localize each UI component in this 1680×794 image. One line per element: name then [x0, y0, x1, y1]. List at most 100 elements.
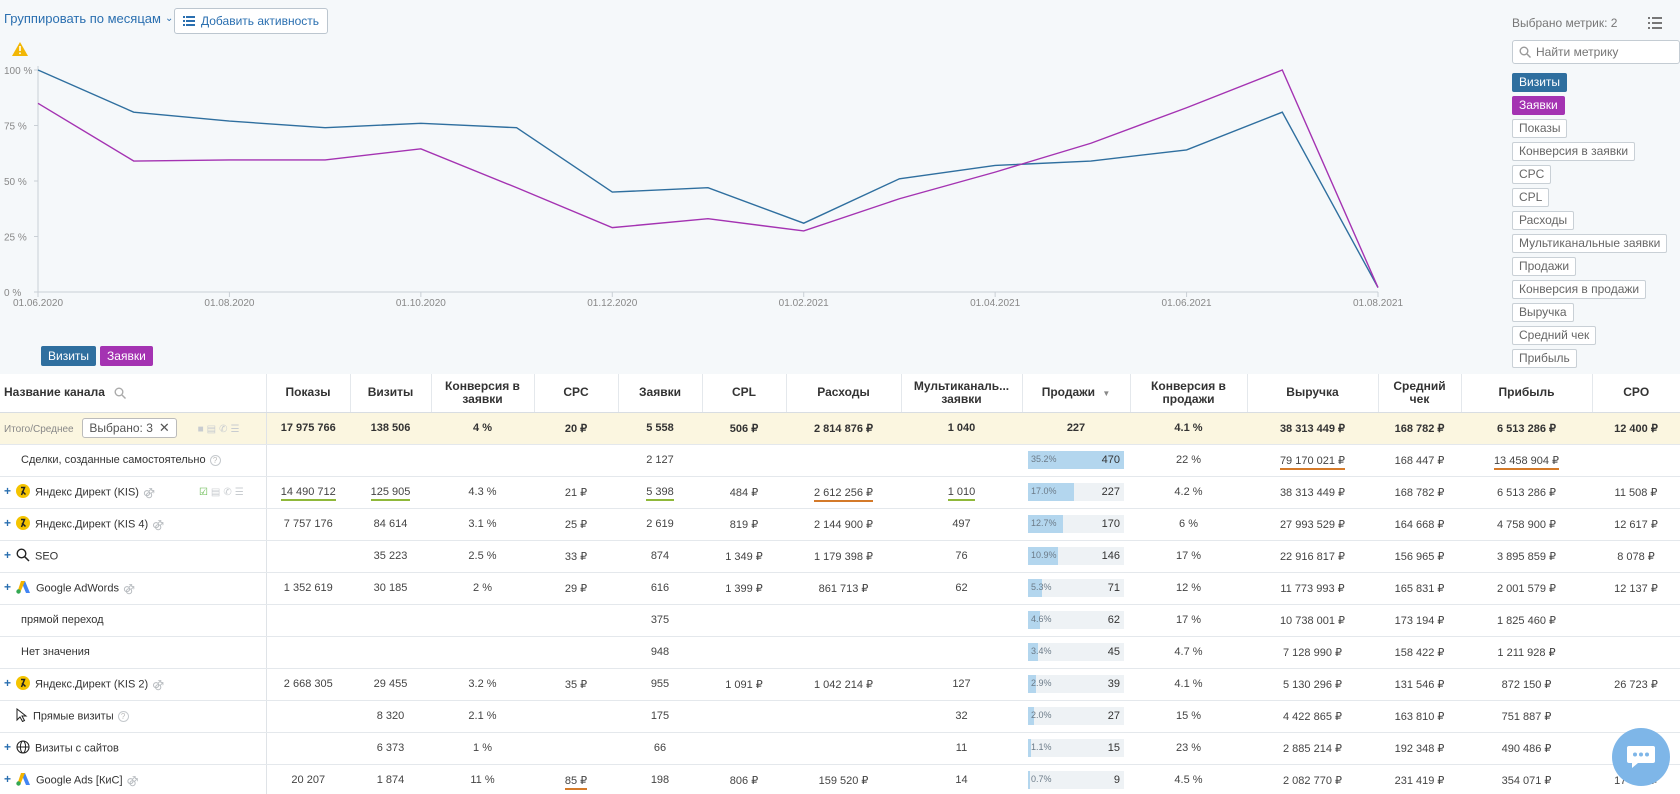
cpo-cell: 8 078 ₽ [1592, 540, 1680, 573]
metric-tag[interactable]: Выручка [1512, 303, 1574, 322]
phone-icon[interactable]: ✆ [219, 423, 228, 435]
legend-leads[interactable]: Заявки [100, 346, 153, 366]
plug-icon[interactable]: ⚣ [142, 486, 155, 499]
selected-rows-chip[interactable]: Выбрано: 3 ✕ [82, 418, 177, 438]
metric-tag[interactable]: Средний чек [1512, 326, 1597, 345]
channel-name-cell[interactable]: + SEO [0, 540, 267, 573]
column-header-cpo[interactable]: CPO [1591, 374, 1680, 413]
warning-icon[interactable] [12, 42, 28, 61]
metric-tag[interactable]: Прибыль [1512, 349, 1577, 368]
channel-name-cell[interactable]: Сделки, созданные самостоятельно? [0, 444, 267, 477]
metric-tag[interactable]: Конверсия в заявки [1512, 142, 1636, 161]
plug-icon[interactable]: ⚣ [122, 582, 135, 595]
column-header-profit[interactable]: Прибыль [1460, 374, 1592, 413]
plug-icon[interactable]: ⚣ [152, 518, 165, 531]
table-row[interactable]: + SEO 35 223 2.5 % 33 ₽ 874 1 349 ₽ 1 179 398 ₽… [0, 540, 1680, 573]
metric-tag[interactable]: Конверсия в продажи [1512, 280, 1647, 299]
column-header-costs[interactable]: Расходы [785, 374, 901, 413]
cpl-cell [702, 732, 786, 765]
metric-tag[interactable]: Мультиканальные заявки [1512, 234, 1668, 253]
column-header-impressions[interactable]: Показы [265, 374, 350, 413]
search-icon[interactable] [114, 387, 127, 400]
column-header-leads[interactable]: Заявки [617, 374, 702, 413]
menu-icon[interactable]: ☰ [230, 423, 240, 435]
column-header-cpl[interactable]: CPL [701, 374, 786, 413]
table-row[interactable]: + Яндекс.Директ (KIS 2) ⚣ 2 668 305 29 455 3.… [0, 668, 1680, 701]
sales-share-bar: 0.7% 9 [1028, 771, 1124, 789]
table-row[interactable]: + Яндекс Директ (KIS) ⚣ ☑ ▤ ✆ ☰ 14 490 712 125 9… [0, 476, 1680, 509]
channel-name-cell[interactable]: + Google Ads [КиС] ⚣ [0, 764, 267, 794]
leads-cell: 375 [618, 604, 702, 637]
help-icon[interactable]: ? [209, 454, 221, 466]
expand-row-icon[interactable]: + [4, 515, 12, 530]
channel-name-cell[interactable]: + Яндекс.Директ (KIS 2) ⚣ [0, 668, 267, 701]
table-row[interactable]: Прямые визиты? 8 320 2.1 % 175 32 2.0% 27 15 % 4… [0, 700, 1680, 733]
metric-tag[interactable]: CPC [1512, 165, 1552, 184]
metric-tag[interactable]: Визиты [1512, 73, 1568, 92]
menu-icon[interactable]: ☰ [234, 486, 244, 498]
cpo-value: 8 078 ₽ [1617, 550, 1655, 563]
group-by-month-dropdown[interactable]: Группировать по месяцам ⌄ [4, 11, 173, 26]
channel-name-cell[interactable]: + Google AdWords ⚣ [0, 572, 267, 605]
column-header-avg-check[interactable]: Средний чек [1377, 374, 1461, 413]
expand-row-icon[interactable]: + [4, 579, 12, 594]
chart-icon[interactable]: ▤ [206, 423, 217, 435]
cpl-cell [702, 700, 786, 733]
expand-row-icon[interactable]: + [4, 675, 12, 690]
expand-row-icon[interactable]: + [4, 739, 12, 754]
channel-name-cell[interactable]: Нет значения [0, 636, 267, 669]
revenue-cell: 7 128 990 ₽ [1247, 636, 1378, 669]
chart-icon[interactable]: ▤ [210, 486, 221, 498]
sales-cell: 0.7% 9 [1022, 764, 1130, 794]
cpc-value: 85 ₽ [564, 774, 588, 790]
metric-tag[interactable]: CPL [1512, 188, 1550, 207]
table-row[interactable]: + Google Ads [КиС] ⚣ 20 207 1 874 11 % 85 ₽ 198… [0, 764, 1680, 794]
table-row[interactable]: + Визиты с сайтов 6 373 1 % 66 11 1.1% 15 23 % 2 … [0, 732, 1680, 765]
table-row[interactable]: + Яндекс.Директ (KIS 4) ⚣ 7 757 176 84 614 3.… [0, 508, 1680, 541]
expand-row-icon[interactable]: + [4, 483, 12, 498]
column-header-revenue[interactable]: Выручка [1246, 374, 1378, 413]
channels-table: Название канала Показы Визиты Конверсия … [0, 374, 1680, 794]
plug-icon[interactable]: ⚣ [152, 678, 165, 691]
plug-icon[interactable]: ⚣ [126, 774, 139, 787]
legend-visits[interactable]: Визиты [41, 346, 97, 366]
channel-name-cell[interactable]: + Яндекс.Директ (KIS 4) ⚣ [0, 508, 267, 541]
metric-search-input[interactable] [1536, 45, 1676, 59]
leads-value: 616 [650, 582, 670, 594]
column-header-cpc[interactable]: CPC [533, 374, 618, 413]
table-row[interactable]: Сделки, созданные самостоятельно? 2 127 35… [0, 444, 1680, 477]
phone-icon[interactable]: ✆ [223, 486, 232, 498]
column-header-channel[interactable]: Название канала [0, 374, 266, 413]
revenue-value: 27 993 529 ₽ [1279, 518, 1346, 531]
table-row[interactable]: прямой переход 375 4.6% 62 17 % 10 738 001 ₽ 1… [0, 604, 1680, 637]
metric-tag[interactable]: Продажи [1512, 257, 1577, 276]
checkbox-icon[interactable]: ■ [197, 423, 204, 435]
add-activity-button[interactable]: Добавить активность [174, 8, 329, 34]
expand-row-icon[interactable]: + [4, 547, 12, 562]
metric-tag[interactable]: Заявки [1512, 96, 1565, 115]
column-header-sales[interactable]: Продажи ▼ [1021, 374, 1130, 413]
expand-row-icon[interactable]: + [4, 771, 12, 786]
checked-checkbox-icon[interactable]: ☑ [198, 486, 208, 498]
close-icon[interactable]: ✕ [158, 420, 170, 435]
channel-name-cell[interactable]: прямой переход [0, 604, 267, 637]
sales-count: 170 [1101, 518, 1120, 530]
column-header-visits[interactable]: Визиты [349, 374, 431, 413]
column-header-lead-conversion[interactable]: Конверсия в заявки [430, 374, 534, 413]
column-header-multichannel[interactable]: Мультиканаль... заявки [900, 374, 1022, 413]
chat-widget-button[interactable] [1612, 728, 1670, 786]
table-row[interactable]: Нет значения 948 3.4% 45 4.7 % 7 128 990 ₽ 158… [0, 636, 1680, 669]
list-view-icon[interactable] [1648, 16, 1662, 34]
help-icon[interactable]: ? [117, 710, 129, 722]
metric-tag[interactable]: Расходы [1512, 211, 1575, 230]
avg-check-cell: 131 546 ₽ [1378, 668, 1461, 701]
table-row[interactable]: + Google AdWords ⚣ 1 352 619 30 185 2 % 29 ₽ 61… [0, 572, 1680, 605]
metric-tag[interactable]: Показы [1512, 119, 1568, 138]
column-header-sales-conversion[interactable]: Конверсия в продажи [1129, 374, 1247, 413]
channel-name-cell[interactable]: + Визиты с сайтов [0, 732, 267, 765]
channel-name-cell[interactable]: + Яндекс Директ (KIS) ⚣ ☑ ▤ ✆ ☰ [0, 476, 267, 509]
channel-name-cell[interactable]: Прямые визиты? [0, 700, 267, 733]
metric-search-box[interactable] [1512, 40, 1680, 64]
costs-value: 159 520 ₽ [818, 774, 869, 787]
channel-name: Прямые визиты [33, 710, 114, 722]
